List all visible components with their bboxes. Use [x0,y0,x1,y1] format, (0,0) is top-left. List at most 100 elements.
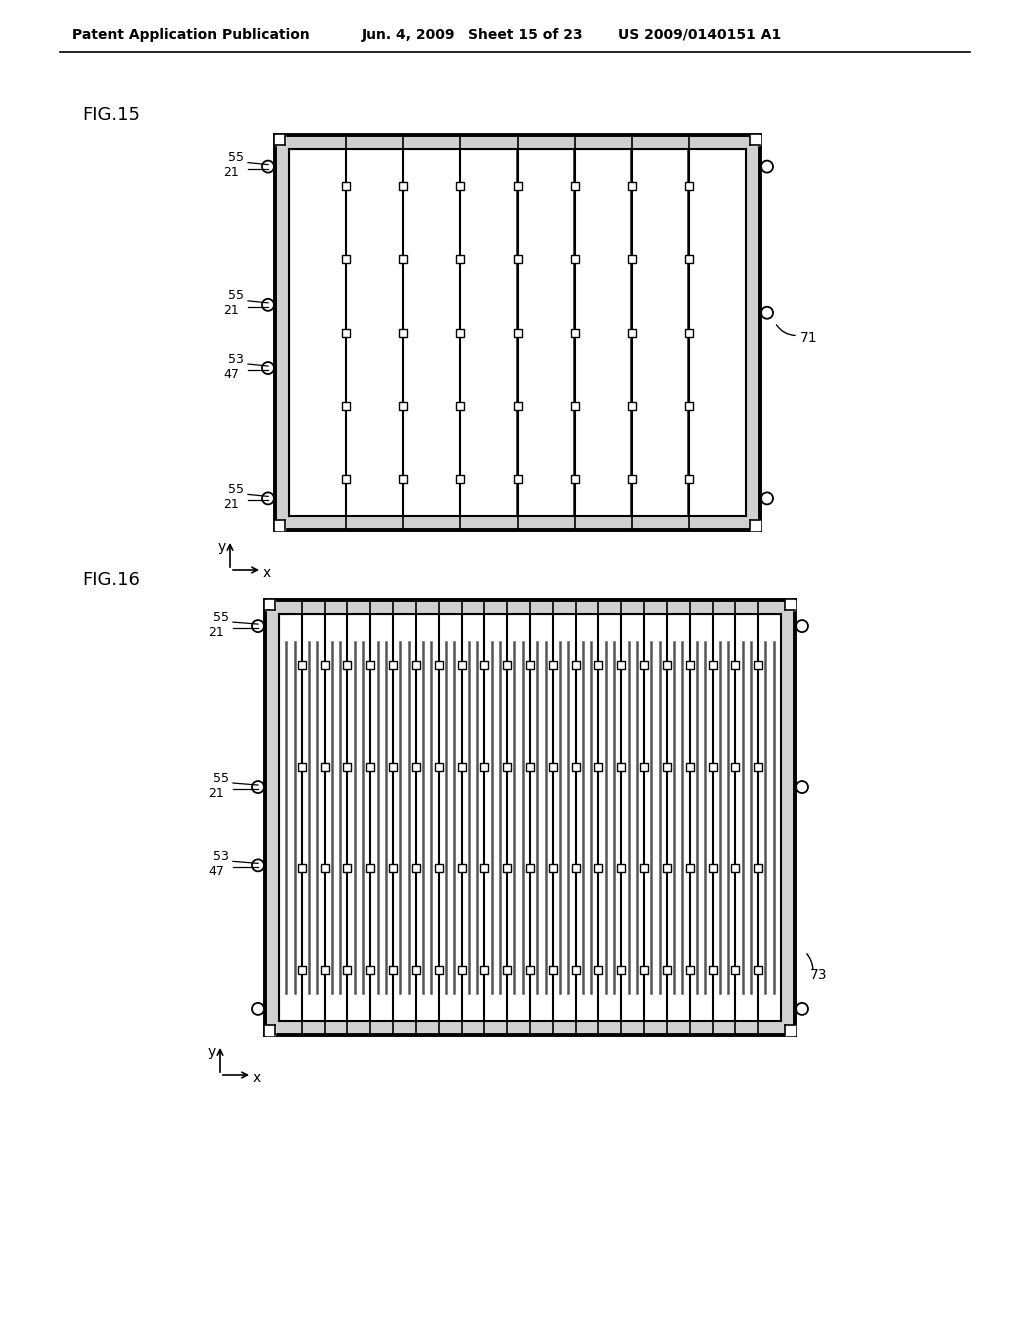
Bar [686,865,693,873]
Bar [503,661,511,669]
Bar [526,966,534,974]
Text: 71: 71 [800,330,817,345]
Bar [746,135,760,531]
Text: Patent Application Publication: Patent Application Publication [72,28,309,42]
Bar [458,966,466,974]
Bar [321,865,329,873]
Text: 53: 53 [213,850,229,863]
Polygon shape [275,520,285,531]
Bar [595,763,602,771]
Text: y: y [218,540,226,554]
Text: 55: 55 [228,289,244,302]
Bar [342,182,350,190]
Bar [480,865,488,873]
Bar [526,865,534,873]
Polygon shape [785,1026,795,1035]
Bar [399,182,408,190]
Bar [595,661,602,669]
Text: 47: 47 [208,865,224,878]
Bar [570,255,579,263]
Bar [628,475,636,483]
Text: 21: 21 [223,166,239,180]
Bar [389,661,397,669]
Bar [342,475,350,483]
Bar [435,661,442,669]
Bar [755,865,762,873]
Bar [513,182,521,190]
Polygon shape [275,135,285,145]
Bar [265,601,279,1035]
Bar [709,865,717,873]
Bar [640,661,648,669]
Bar [412,865,420,873]
Bar [709,966,717,974]
Bar [549,661,557,669]
Bar [570,401,579,411]
Bar [731,966,739,974]
Bar [663,966,671,974]
Text: FIG.15: FIG.15 [82,106,140,124]
Bar [685,475,693,483]
Bar [686,763,693,771]
Bar [321,966,329,974]
Bar [549,966,557,974]
Bar [685,329,693,337]
Bar [389,865,397,873]
Bar [458,661,466,669]
Bar [389,763,397,771]
Bar [709,763,717,771]
Bar [731,865,739,873]
Polygon shape [751,520,760,531]
Bar [571,661,580,669]
Bar [343,763,351,771]
Text: x: x [263,566,271,579]
Bar [685,255,693,263]
Bar [298,763,306,771]
Bar [435,763,442,771]
Polygon shape [751,135,760,145]
Bar [628,401,636,411]
Polygon shape [265,601,274,610]
Bar [731,661,739,669]
Bar [640,865,648,873]
Bar [503,763,511,771]
Text: FIG.16: FIG.16 [82,572,140,589]
Bar [617,865,626,873]
Bar [321,763,329,771]
Bar [343,966,351,974]
Bar [399,401,408,411]
Bar [412,661,420,669]
Bar [570,329,579,337]
Bar [513,255,521,263]
Bar [755,763,762,771]
Bar [457,401,464,411]
Bar [458,763,466,771]
Text: 21: 21 [208,626,224,639]
Bar [595,966,602,974]
Bar [457,255,464,263]
Text: Sheet 15 of 23: Sheet 15 of 23 [468,28,583,42]
Bar [435,966,442,974]
Text: 55: 55 [213,772,229,784]
Bar [685,401,693,411]
Bar [571,966,580,974]
Polygon shape [785,601,795,610]
Bar [342,329,350,337]
Bar [617,763,626,771]
Bar [640,966,648,974]
Bar [663,763,671,771]
Bar [617,966,626,974]
Bar [435,865,442,873]
Text: x: x [253,1071,261,1085]
Bar [399,255,408,263]
Bar [526,763,534,771]
Text: 55: 55 [213,611,229,623]
Bar [399,475,408,483]
Bar [570,182,579,190]
Bar [343,661,351,669]
Bar [755,966,762,974]
Bar [571,763,580,771]
Bar [628,329,636,337]
Bar [709,661,717,669]
Bar [367,763,375,771]
